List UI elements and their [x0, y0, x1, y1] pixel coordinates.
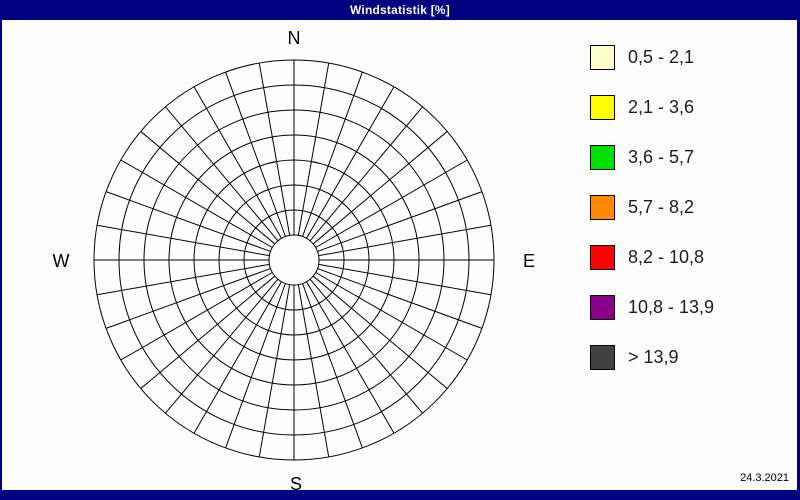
legend-item: 10,8 - 13,9 [590, 295, 714, 320]
legend-item: 0,5 - 2,1 [590, 45, 714, 70]
polar-grid [93, 59, 495, 461]
legend-label: 5,7 - 8,2 [628, 197, 695, 217]
legend-swatch [590, 95, 615, 120]
legend-label: 0,5 - 2,1 [628, 47, 695, 67]
legend-label: 8,2 - 10,8 [628, 247, 705, 267]
legend-swatch [590, 295, 615, 320]
title-bar: Windstatistik [%] [0, 0, 800, 20]
legend-label: 2,1 - 3,6 [628, 97, 695, 117]
legend: 0,5 - 2,1 2,1 - 3,6 3,6 - 5,7 5,7 - 8,2 8,2 … [590, 45, 714, 395]
legend-item: 2,1 - 3,6 [590, 95, 714, 120]
legend-swatch [590, 45, 615, 70]
legend-item: 8,2 - 10,8 [590, 245, 714, 270]
compass-label-east: E [523, 251, 535, 271]
date-label: 24.3.2021 [740, 472, 789, 484]
wind-rose-chart: N E S W [53, 28, 536, 494]
legend-swatch [590, 345, 615, 370]
legend-label: 3,6 - 5,7 [628, 147, 695, 167]
window-title: Windstatistik [%] [350, 3, 450, 17]
legend-swatch [590, 145, 615, 170]
compass-label-north: N [288, 28, 301, 48]
legend-item: > 13,9 [590, 345, 714, 370]
legend-item: 3,6 - 5,7 [590, 145, 714, 170]
legend-item: 5,7 - 8,2 [590, 195, 714, 220]
compass-label-south: S [290, 474, 302, 494]
legend-swatch [590, 195, 615, 220]
legend-label: 10,8 - 13,9 [628, 297, 715, 317]
compass-label-west: W [53, 251, 70, 271]
left-frame-border [0, 20, 2, 490]
legend-swatch [590, 245, 615, 270]
legend-label: > 13,9 [628, 347, 679, 367]
bottom-bar [0, 490, 800, 500]
right-frame-border [797, 20, 800, 490]
